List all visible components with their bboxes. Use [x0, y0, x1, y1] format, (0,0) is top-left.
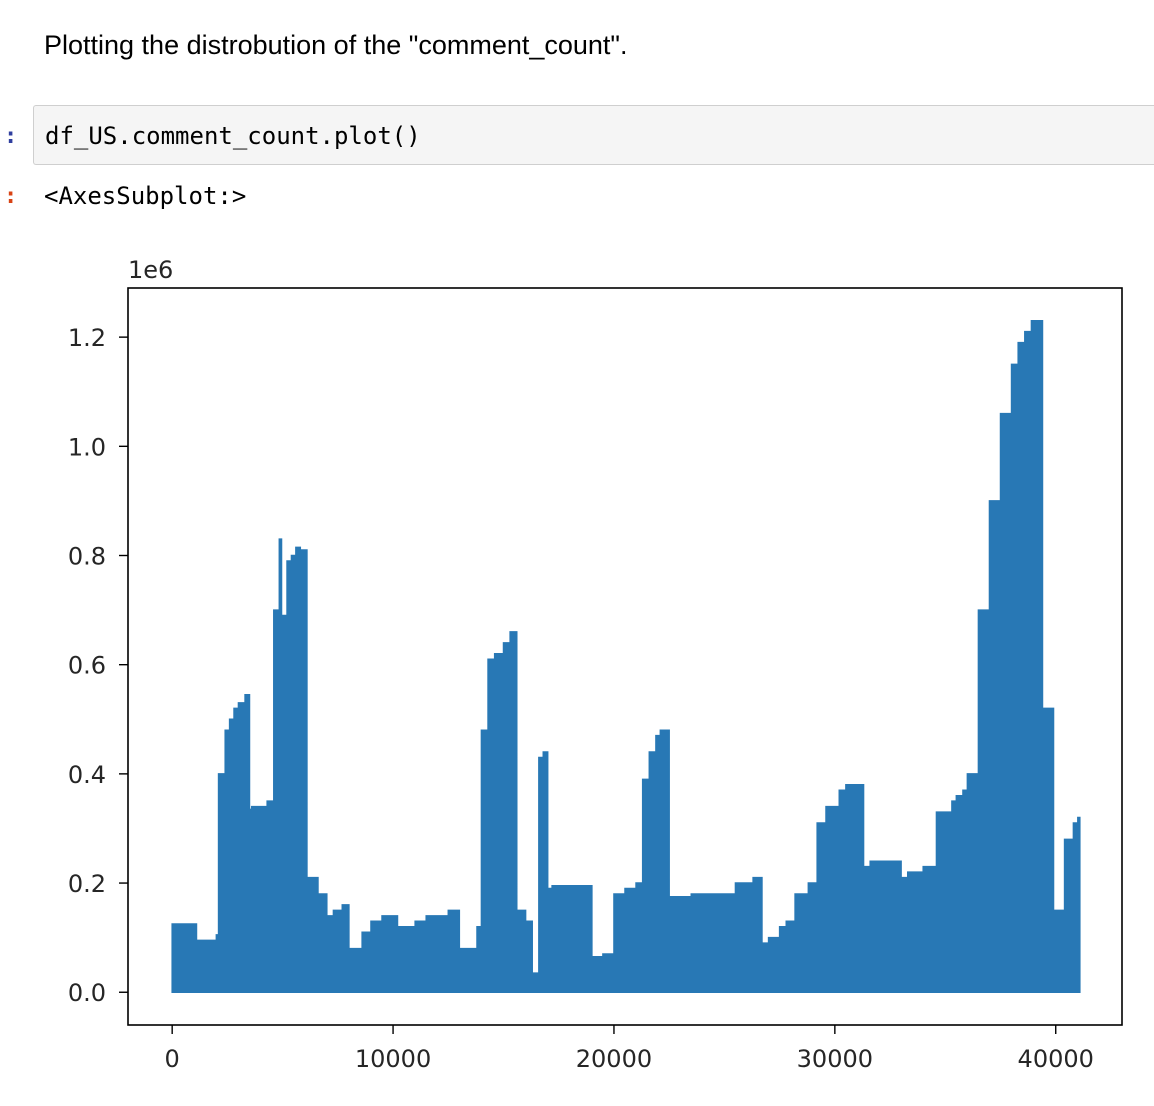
y-tick-label: 0.8	[68, 543, 106, 571]
series-layer	[171, 320, 1081, 993]
y-tick-label: 0.6	[68, 652, 106, 680]
x-axis-ticks: 0 10000 20000 30000 40000	[165, 1025, 1094, 1073]
markdown-text: Plotting the distrobution of the "commen…	[44, 30, 628, 60]
code-cell[interactable]: df_US.comment_count.plot()	[33, 105, 1154, 165]
y-axis-ticks: 0.0 0.2 0.4 0.6 0.8 1.0 1.2	[68, 324, 128, 1007]
x-tick-label: 20000	[576, 1045, 652, 1073]
x-tick-label: 30000	[797, 1045, 873, 1073]
y-tick-label: 0.2	[68, 870, 106, 898]
y-tick-label: 1.2	[68, 324, 106, 352]
x-tick-label: 10000	[355, 1045, 431, 1073]
line-chart: 1e6 0 10000 20000 30000 40000 0.00.20.40.60.…	[68, 256, 1123, 1073]
input-prompt: :	[4, 124, 18, 149]
series-line	[171, 320, 1081, 993]
plot-frame	[127, 287, 1123, 1026]
code-text[interactable]: df_US.comment_count.plot()	[45, 122, 421, 150]
y-offset-label: 1e6	[128, 256, 173, 284]
output-prompt: :	[4, 184, 18, 209]
x-tick-label: 40000	[1018, 1045, 1094, 1073]
y-tick-label: 0.0	[68, 979, 106, 1007]
y-tick-label: 0.4	[68, 761, 106, 789]
output-text: <AxesSubplot:>	[44, 182, 247, 210]
y-tick-label: 1.0	[68, 433, 106, 461]
x-tick-label: 0	[165, 1045, 180, 1073]
